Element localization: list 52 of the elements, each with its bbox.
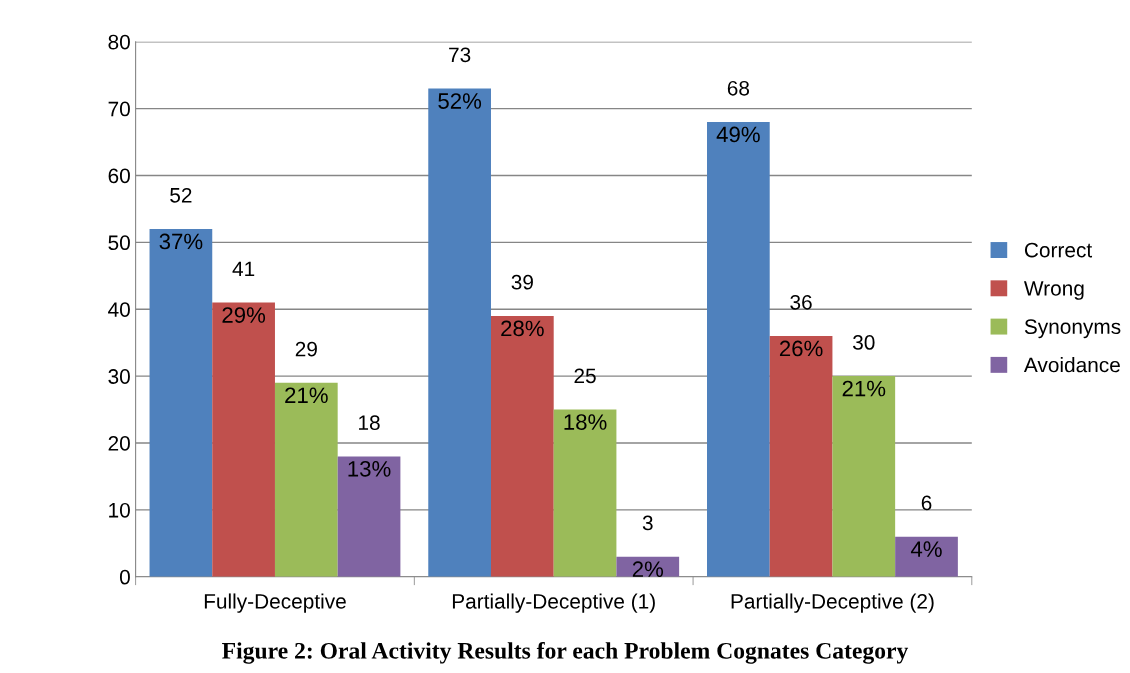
x-tick-label: Partially-Deceptive (1) (452, 593, 655, 613)
data-label: 39 (511, 274, 533, 290)
data-label: 68 (727, 80, 750, 96)
legend-label: Avoidance (1023, 357, 1120, 373)
legend-label: Synonyms (1024, 319, 1121, 339)
y-tick-label: 50 (108, 235, 130, 251)
bar (895, 536, 958, 577)
data-label: 30 (853, 335, 875, 350)
y-tick-label: 80 (108, 34, 130, 50)
x-tick-label: Partially-Deceptive (2) (731, 593, 934, 613)
data-label: 25 (574, 368, 596, 384)
bar (553, 409, 617, 577)
data-label: 73 (449, 47, 471, 63)
annotation: 26% (779, 340, 823, 357)
data-label: 3 (642, 515, 653, 531)
annotation: 21% (842, 380, 886, 397)
data-label: 29 (295, 341, 317, 357)
annotation: 18% (564, 414, 607, 430)
bar (428, 88, 491, 577)
y-tick-label: 20 (108, 436, 130, 451)
bar (274, 382, 338, 577)
y-tick-label: 0 (119, 569, 130, 585)
annotation: 29% (222, 307, 266, 323)
caption: Figure 2: Oral Activity Results for each Problem Cognates Category (222, 641, 909, 664)
legend-label: Correct (1024, 242, 1093, 258)
annotation: 49% (716, 126, 760, 143)
bar (769, 336, 833, 577)
y-tick-label: 40 (108, 302, 130, 317)
annotation: 2% (632, 561, 664, 577)
bar (707, 121, 770, 577)
annotation: 21% (285, 387, 328, 404)
bar (832, 376, 896, 577)
bar (212, 302, 275, 577)
data-label: 18 (359, 415, 380, 431)
data-label: 6 (921, 495, 932, 511)
annotation: 37% (159, 233, 203, 250)
data-label: 36 (790, 294, 812, 310)
y-tick-label: 60 (108, 168, 130, 184)
y-tick-label: 10 (109, 502, 130, 518)
data-label: 41 (232, 261, 255, 277)
legend-label: Wrong (1023, 281, 1084, 300)
bar (490, 315, 554, 577)
data-label: 52 (170, 187, 192, 203)
y-tick-label: 30 (108, 369, 130, 384)
annotation: 13% (348, 460, 391, 477)
annotation: 52% (438, 93, 482, 109)
annotation: 4% (910, 541, 942, 557)
x-tick-label: Fully-Deceptive (204, 593, 346, 613)
annotation: 28% (501, 320, 544, 337)
bar (337, 456, 401, 577)
y-tick-label: 70 (108, 101, 130, 117)
bar (149, 228, 213, 577)
